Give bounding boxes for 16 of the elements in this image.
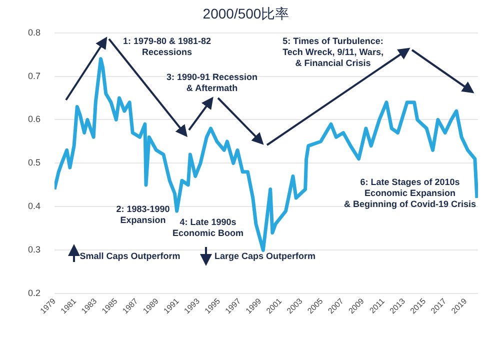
y-tick-label: 0.5 bbox=[28, 158, 41, 168]
annotation: 2: 1983-1990 Expansion bbox=[116, 204, 170, 225]
annotation: Large Caps Outperform bbox=[214, 250, 316, 261]
chart-title: 2000/500比率 bbox=[202, 5, 290, 22]
y-tick-label: 0.8 bbox=[28, 27, 41, 38]
annotation: Small Caps Outperform bbox=[80, 250, 180, 261]
annotation: 1: 1979-80 & 1981-82 Recessions bbox=[122, 36, 212, 57]
annotation: 6: Late Stages of 2010s Economic Expansion & Beginning of Covid-19 Crisis bbox=[344, 176, 476, 209]
y-tick-label: 0.3 bbox=[28, 244, 41, 255]
annotation: 5: Times of Turbulence: Tech Wreck, 9/11, Wars, & Financial Crisis bbox=[282, 36, 384, 68]
y-tick-label: 0.7 bbox=[28, 70, 41, 81]
y-tick-label: 0.4 bbox=[28, 201, 41, 212]
annotation: 4: Late 1990s Economic Boom bbox=[172, 216, 244, 238]
annotation: 3: 1990-91 Recession & Aftermath bbox=[166, 72, 258, 93]
y-tick-label: 0.2 bbox=[28, 288, 41, 298]
y-tick-label: 0.6 bbox=[28, 114, 41, 124]
